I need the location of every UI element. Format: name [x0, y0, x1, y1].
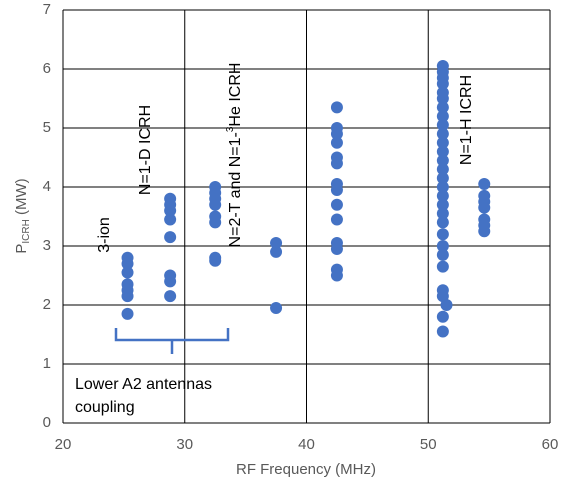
point [121, 307, 134, 320]
x-tick-label: 20 [55, 436, 72, 453]
plot: 0 1 2 3 4 5 6 7 20 30 40 50 60 [43, 1, 559, 453]
point [436, 248, 449, 261]
point [436, 101, 449, 114]
y-tick-label: 7 [43, 1, 51, 18]
point [436, 154, 449, 167]
point [164, 290, 177, 303]
point [436, 310, 449, 323]
point [330, 183, 343, 196]
point [330, 198, 343, 211]
point [436, 216, 449, 229]
point [121, 257, 134, 270]
point [436, 77, 449, 90]
point [209, 254, 222, 267]
bracket [114, 328, 230, 354]
annotation: N=1-D ICRH [137, 105, 154, 195]
point [330, 136, 343, 149]
point [436, 198, 449, 211]
annotation: N=2-T and N=1-3He ICRH [225, 63, 245, 248]
y-tick-label: 4 [43, 178, 51, 195]
point [436, 189, 449, 202]
point [330, 242, 343, 255]
point [436, 325, 449, 338]
point [436, 127, 449, 140]
x-axis-label: RF Frequency (MHz) [236, 461, 376, 478]
y-tick-label: 1 [43, 355, 51, 372]
point [209, 198, 222, 211]
x-tick-label: 30 [176, 436, 193, 453]
point [330, 213, 343, 226]
point [478, 225, 491, 238]
point [436, 172, 449, 185]
y-tick-label: 2 [43, 296, 51, 313]
y-tick-label: 6 [43, 60, 51, 77]
point [164, 275, 177, 288]
point [164, 231, 177, 244]
annotation: N=1-H ICRH [458, 75, 475, 165]
point [436, 136, 449, 149]
annotation-sup: 3 [225, 126, 236, 132]
point [478, 201, 491, 214]
point [164, 204, 177, 217]
point [270, 237, 283, 250]
x-tick-label: 40 [298, 436, 315, 453]
point [436, 240, 449, 252]
x-tick-label: 50 [420, 436, 437, 453]
y-tick-label: 5 [43, 119, 51, 136]
point [436, 207, 449, 220]
point [330, 101, 343, 114]
point [436, 110, 449, 123]
y-axis-label: PICRH (MW) [13, 178, 32, 253]
y-label-main: P [13, 244, 30, 254]
y-label-rest: (MW) [13, 178, 30, 219]
x-tick-label: 60 [542, 436, 559, 453]
point [478, 178, 491, 191]
point [164, 213, 177, 226]
point [436, 163, 449, 176]
point [436, 92, 449, 105]
point [270, 301, 283, 314]
point [330, 269, 343, 282]
point [121, 290, 134, 303]
point [270, 245, 283, 258]
point [436, 119, 449, 132]
point [209, 216, 222, 229]
y-tick-label: 3 [43, 237, 51, 254]
annotation-part: He ICRH [227, 63, 244, 127]
point [436, 181, 449, 193]
point [121, 266, 134, 279]
point [440, 299, 453, 311]
annotation: Lower A2 antennas [75, 376, 212, 393]
point [330, 157, 343, 170]
annotation: coupling [75, 399, 135, 416]
annotation: 3-ion [96, 217, 113, 253]
y-tick-label: 0 [43, 414, 51, 431]
point [436, 260, 449, 273]
y-label-sub: ICRH [21, 219, 32, 243]
point [436, 228, 449, 241]
point [330, 127, 343, 140]
point [436, 145, 449, 158]
annotation-part: N=2-T and N=1- [227, 132, 244, 247]
